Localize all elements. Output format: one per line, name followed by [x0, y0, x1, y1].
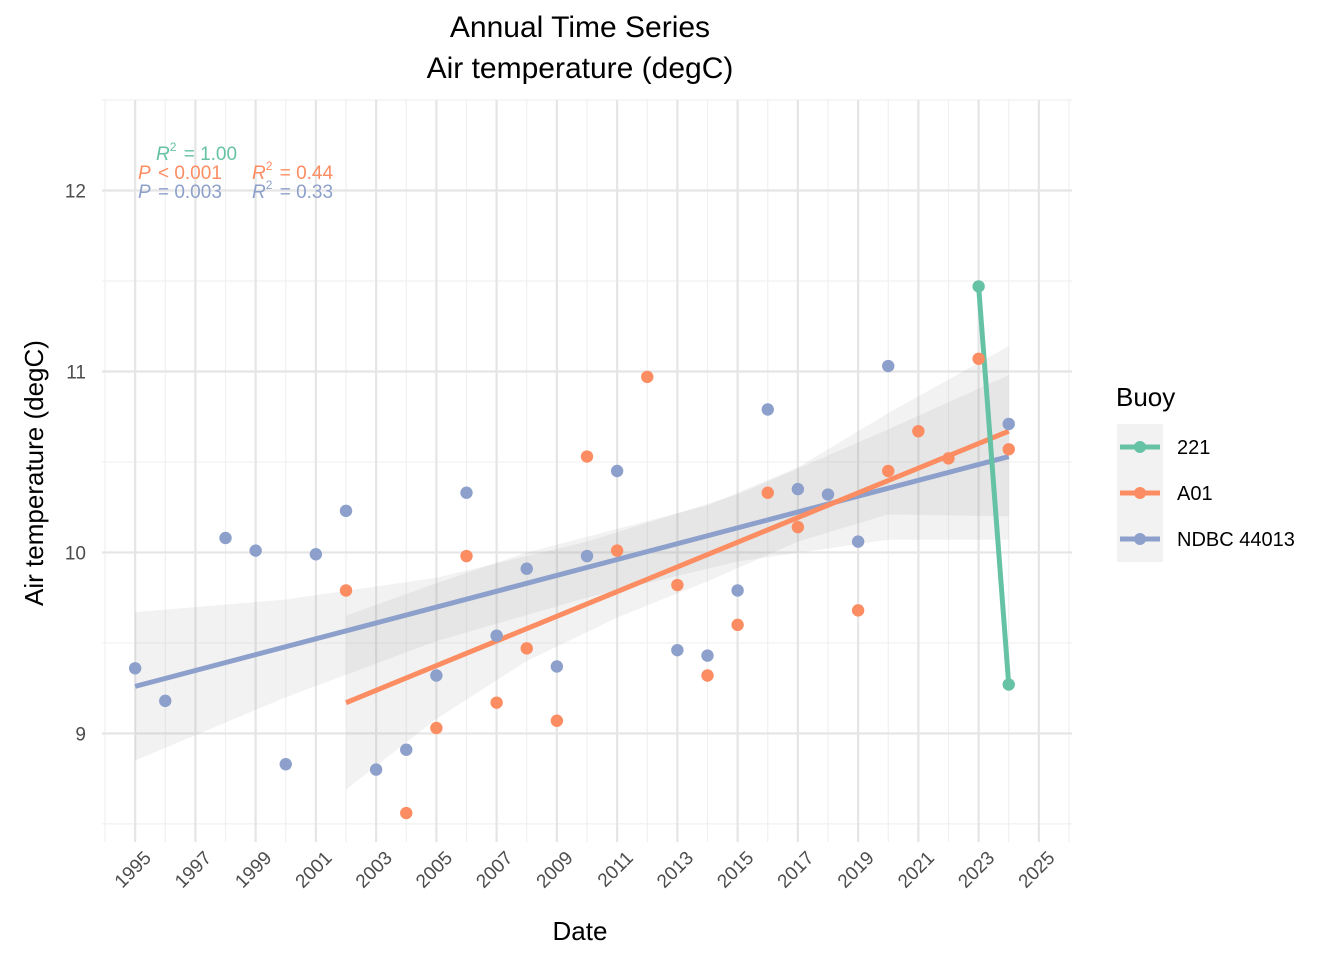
data-point	[1002, 678, 1015, 691]
data-point	[731, 584, 744, 597]
legend-title: Buoy	[1116, 382, 1175, 412]
data-point	[1002, 443, 1015, 456]
y-axis-ticks: 9 10 11 12	[65, 181, 86, 745]
data-point	[641, 370, 654, 384]
data-point	[309, 548, 323, 561]
data-point	[610, 464, 624, 478]
legend-entry-label: A01	[1177, 483, 1213, 505]
x-tick-label: 2017	[774, 848, 819, 893]
data-point	[520, 562, 533, 575]
data-point	[339, 584, 353, 597]
x-tick-label: 2001	[292, 848, 337, 893]
chart-title: Annual Time Series	[450, 11, 710, 44]
x-tick-label: 2015	[713, 848, 758, 893]
data-point	[972, 352, 985, 365]
y-tick-label: 10	[65, 543, 86, 564]
data-point	[400, 743, 413, 756]
data-point	[369, 763, 383, 776]
y-tick-label: 11	[66, 362, 86, 383]
data-point	[851, 604, 865, 617]
data-point	[400, 806, 413, 820]
y-tick-label: 9	[75, 724, 86, 745]
plot-grid	[102, 99, 1072, 842]
p-value-label: P < 0.001	[138, 163, 222, 184]
data-point	[339, 504, 353, 518]
confidence-band	[135, 375, 1009, 761]
data-point	[430, 669, 443, 682]
data-point	[219, 531, 232, 545]
data-point	[882, 464, 895, 478]
x-tick-label: 2025	[1015, 848, 1060, 893]
x-tick-label: 2021	[894, 848, 939, 893]
data-point	[761, 486, 774, 499]
x-tick-label: 1999	[231, 848, 276, 893]
x-tick-label: 2007	[472, 848, 517, 893]
data-point	[520, 642, 533, 655]
data-points	[128, 280, 1015, 820]
x-tick-label: 2019	[834, 848, 879, 893]
y-axis-title: Air temperature (degC)	[19, 340, 49, 606]
data-point	[851, 535, 865, 548]
x-tick-label: 2009	[533, 848, 578, 893]
data-point	[490, 696, 503, 709]
data-point	[821, 488, 835, 501]
data-point	[671, 578, 684, 592]
legend-key-point	[1134, 441, 1146, 453]
data-point	[912, 424, 925, 438]
data-point	[791, 520, 805, 534]
data-point	[460, 486, 473, 499]
trend-line	[345, 428, 1010, 705]
regression-stats: R2 = 1.00P < 0.001 R2 = 0.44 P = 0.003 R2 =…	[138, 140, 333, 203]
data-point	[791, 482, 805, 496]
p-value-label: P = 0.003	[138, 182, 222, 203]
x-tick-label: 2005	[412, 848, 457, 893]
data-point	[671, 643, 684, 657]
confidence-bands	[135, 346, 1009, 790]
data-point	[128, 662, 142, 675]
x-tick-label: 2013	[653, 848, 698, 893]
data-point	[550, 714, 564, 727]
data-point	[761, 403, 774, 416]
legend-key-point	[1134, 533, 1146, 545]
x-axis-ticks: 1995 1997 1999 2001 2003 2005 2007 2009 2011 2013…	[111, 848, 1059, 893]
trend-line	[976, 286, 1012, 685]
data-point	[279, 757, 292, 771]
data-point	[972, 280, 985, 293]
r-squared-label: R2 = 0.44	[252, 159, 333, 184]
data-point	[580, 450, 594, 463]
r-squared-label: R2 = 0.33	[252, 178, 333, 203]
x-tick-label: 1997	[171, 848, 216, 893]
data-point	[460, 549, 473, 563]
legend: Buoy 221 A01 NDBC 44013	[1116, 382, 1295, 562]
legend-entry-label: 221	[1177, 437, 1210, 459]
x-axis-title: Date	[553, 916, 608, 946]
legend-entry-label: NDBC 44013	[1177, 529, 1295, 551]
r-squared-label: R2 = 1.00	[156, 140, 237, 165]
data-point	[701, 649, 714, 662]
chart-subtitle: Air temperature (degC)	[427, 52, 734, 85]
data-point	[490, 629, 503, 642]
data-point	[430, 721, 443, 735]
trend-line	[134, 454, 1010, 689]
data-point	[249, 544, 262, 557]
legend-key-point	[1134, 487, 1146, 499]
x-tick-label: 2003	[352, 848, 397, 893]
data-point	[159, 694, 172, 708]
trend-lines	[134, 286, 1012, 705]
x-tick-label: 2023	[954, 848, 999, 893]
data-point	[580, 549, 594, 563]
data-point	[942, 452, 955, 465]
data-point	[731, 618, 744, 632]
data-point	[1002, 417, 1015, 431]
data-point	[550, 660, 564, 673]
x-tick-label: 2011	[594, 848, 638, 892]
y-tick-label: 12	[65, 181, 86, 202]
x-tick-label: 1995	[111, 848, 156, 893]
data-point	[701, 669, 714, 682]
data-point	[610, 544, 624, 557]
data-point	[882, 359, 895, 373]
